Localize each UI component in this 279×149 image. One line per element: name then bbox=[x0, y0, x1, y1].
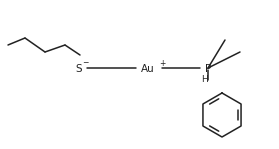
Text: Au: Au bbox=[141, 64, 155, 74]
Text: P: P bbox=[205, 64, 211, 74]
Text: H: H bbox=[201, 76, 207, 84]
Text: S: S bbox=[76, 64, 82, 74]
Text: −: − bbox=[82, 59, 88, 67]
Text: +: + bbox=[159, 59, 165, 67]
